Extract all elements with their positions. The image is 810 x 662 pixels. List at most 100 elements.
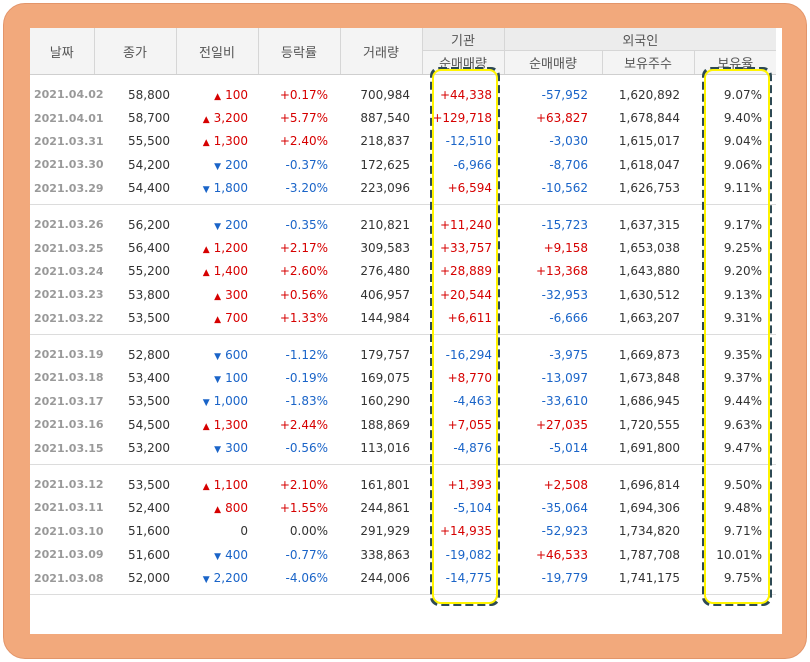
- cell-foreign-net: +46,533: [535, 547, 588, 562]
- cell-volume: 113,016: [340, 436, 422, 465]
- cell-inst-net: +28,889: [439, 264, 492, 279]
- cell-date: 2021.03.26: [34, 218, 104, 232]
- table-row: 2021.03.26 56,200 ▼ 200 -0.35% 210,821 +11,240…: [30, 204, 776, 236]
- cell-volume: 144,984: [340, 306, 422, 335]
- cell-change: ▲ 700: [176, 306, 258, 335]
- cell-rate: -4.06%: [258, 566, 340, 595]
- down-arrow-icon: ▼: [214, 374, 222, 385]
- cell-foreign-ratio: 9.25%: [723, 241, 763, 256]
- change-value: 100: [225, 370, 248, 385]
- cell-foreign-ratio: 9.50%: [723, 477, 763, 492]
- table-row: 2021.03.29 54,400 ▼ 1,800 -3.20% 223,096 +6,59…: [30, 176, 777, 205]
- cell-change: ▼ 200: [176, 153, 258, 176]
- cell-volume: 169,075: [360, 370, 410, 385]
- cell-foreign-shares: 1,787,708: [618, 547, 680, 562]
- change-value: 400: [225, 547, 248, 562]
- cell-foreign-ratio: 9.71%: [723, 524, 763, 539]
- cell-foreign-net: -6,666: [504, 306, 602, 335]
- cell-close: 53,400: [128, 370, 170, 385]
- cell-foreign-net: -33,610: [541, 394, 588, 409]
- change-value: 1,200: [213, 241, 248, 256]
- change-value: 100: [225, 87, 248, 102]
- cell-foreign-net: -35,064: [541, 500, 588, 515]
- cell-close: 54,200: [128, 157, 170, 172]
- cell-change: ▼ 1,000: [176, 390, 258, 413]
- cell-change: ▼ 300: [176, 436, 258, 465]
- cell-foreign-ratio: 9.44%: [723, 394, 763, 409]
- table-row: 2021.04.01 58,700 ▲ 3,200 +5.77% 887,540 +129,…: [30, 106, 776, 129]
- cell-foreign-shares: 1,678,844: [618, 111, 680, 126]
- cell-foreign-net: -5,014: [504, 436, 602, 465]
- cell-change: ▼ 400: [176, 543, 258, 566]
- cell-change: ▼ 1,800: [176, 176, 258, 205]
- cell-date: 2021.03.23: [34, 288, 104, 302]
- change-value: 200: [225, 217, 248, 232]
- cell-inst-net: +11,240: [439, 217, 492, 232]
- cell-rate: +5.77%: [279, 111, 328, 126]
- cell-close: 54,400: [94, 176, 176, 205]
- table-row: 2021.03.09 51,600 ▼ 400 -0.77% 338,863 -19,082…: [30, 543, 776, 566]
- change-value: 800: [225, 500, 248, 515]
- cell-change: ▲ 1,400: [176, 260, 258, 283]
- cell-foreign-shares: 1,741,175: [602, 566, 694, 595]
- cell-foreign-ratio: 9.47%: [694, 436, 777, 465]
- cell-close: 56,400: [128, 241, 170, 256]
- cell-foreign-net: +2,508: [543, 477, 588, 492]
- cell-inst-net: +6,611: [422, 306, 504, 335]
- header-institution: 기관: [422, 28, 505, 51]
- cell-foreign-shares: 1,663,207: [602, 306, 694, 335]
- cell-inst-net: +7,055: [447, 417, 492, 432]
- table-row: 2021.03.22 53,500 ▲ 700 +1.33% 144,984 +6,611-…: [30, 306, 777, 335]
- cell-inst-net: -12,510: [445, 134, 492, 149]
- cell-date: 2021.03.11: [34, 501, 104, 515]
- table-row: 2021.04.02 58,800 ▲ 100 +0.17% 700,984 +44,338…: [30, 75, 776, 107]
- cell-close: 52,400: [128, 500, 170, 515]
- cell-foreign-net: +13,368: [535, 264, 588, 279]
- cell-date: 2021.03.25: [34, 241, 104, 255]
- cell-inst-net: +6,594: [422, 176, 504, 205]
- change-value: 700: [225, 311, 248, 326]
- cell-date: 2021.03.10: [34, 524, 104, 538]
- up-arrow-icon: ▲: [202, 481, 210, 492]
- highlight-foreign-ratio: [702, 66, 773, 607]
- cell-foreign-ratio: 9.04%: [723, 134, 763, 149]
- table-row: 2021.03.15 53,200 ▼ 300 -0.56% 113,016 -4,876-…: [30, 436, 777, 465]
- cell-foreign-shares: 1,673,848: [618, 370, 680, 385]
- change-value: 1,000: [213, 394, 248, 409]
- cell-volume: 218,837: [360, 134, 410, 149]
- up-arrow-icon: ▲: [214, 504, 222, 515]
- cell-inst-net: +8,770: [447, 370, 492, 385]
- cell-inst-net: -6,966: [453, 157, 492, 172]
- cell-foreign-ratio: 9.06%: [723, 157, 763, 172]
- cell-change: ▲ 300: [176, 283, 258, 306]
- cell-date: 2021.03.17: [34, 394, 104, 408]
- cell-foreign-ratio: 9.31%: [694, 306, 777, 335]
- cell-foreign-net: +27,035: [535, 417, 588, 432]
- change-value: 1,400: [213, 264, 248, 279]
- table-row: 2021.03.24 55,200 ▲ 1,400 +2.60% 276,480 +28,8…: [30, 260, 776, 283]
- investor-trend-panel: 날짜 종가 전일비 등락률 거래량 기관 외국인 순매매량 순매매량 보유주수 …: [30, 28, 782, 634]
- down-arrow-icon: ▼: [202, 185, 210, 196]
- cell-rate: +0.56%: [279, 287, 328, 302]
- cell-foreign-ratio: 10.01%: [716, 547, 763, 562]
- cell-foreign-ratio: 9.63%: [723, 417, 763, 432]
- header-change: 전일비: [176, 28, 259, 75]
- cell-inst-net: +14,935: [439, 524, 492, 539]
- down-arrow-icon: ▼: [202, 398, 210, 409]
- cell-change: ▼ 100: [176, 366, 258, 389]
- cell-foreign-shares: 1,626,753: [602, 176, 694, 205]
- down-arrow-icon: ▼: [214, 551, 222, 562]
- cell-inst-net: +33,757: [439, 241, 492, 256]
- cell-rate: -0.37%: [285, 157, 328, 172]
- cell-volume: 244,861: [360, 500, 410, 515]
- cell-date: 2021.03.12: [34, 478, 104, 492]
- cell-foreign-net: -19,779: [504, 566, 602, 595]
- cell-rate: +2.40%: [279, 134, 328, 149]
- cell-foreign-net: -3,030: [549, 134, 588, 149]
- cell-foreign-net: -13,097: [541, 370, 588, 385]
- cell-foreign-shares: 1,637,315: [618, 217, 680, 232]
- cell-volume: 309,583: [360, 241, 410, 256]
- cell-foreign-net: -52,923: [541, 524, 588, 539]
- cell-inst-net: +44,338: [439, 87, 492, 102]
- cell-volume: 700,984: [360, 87, 410, 102]
